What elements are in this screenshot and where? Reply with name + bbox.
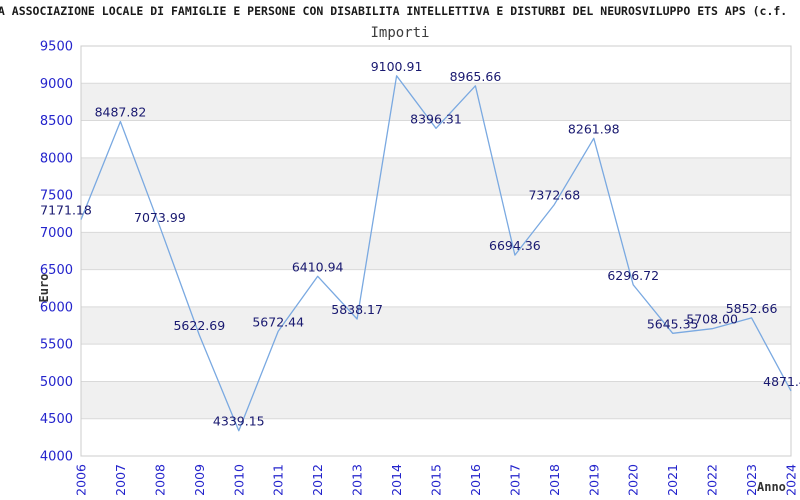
plot-band — [81, 232, 791, 270]
x-tick-2017: 2017 — [507, 464, 522, 496]
data-label-2012: 6410.94 — [292, 259, 344, 274]
chart-title: MA ASSOCIAZIONE LOCALE DI FAMIGLIE E PER… — [0, 4, 788, 18]
data-label-2013: 5838.17 — [331, 302, 383, 317]
x-tick-2024: 2024 — [784, 464, 799, 496]
data-label-2019: 8261.98 — [568, 121, 620, 136]
x-tick-2009: 2009 — [192, 464, 207, 496]
y-axis-ticks: 4000 4500 5000 5500 6000 6500 7000 7500 8000 8500… — [40, 40, 73, 465]
x-tick-2018: 2018 — [547, 464, 562, 496]
data-label-2010: 4339.15 — [213, 414, 265, 429]
data-label-2009: 5622.69 — [173, 318, 225, 333]
data-label-2017: 6694.36 — [489, 238, 541, 253]
y-tick-5500: 5500 — [40, 338, 73, 353]
x-tick-2016: 2016 — [468, 464, 483, 496]
data-labels: 7171.18 8487.82 7073.99 5622.69 4339.15 5672.… — [40, 59, 800, 429]
x-tick-2006: 2006 — [74, 464, 89, 496]
plot-band — [81, 381, 791, 419]
data-label-2014: 9100.91 — [371, 59, 423, 74]
y-tick-7500: 7500 — [40, 189, 73, 204]
y-tick-5000: 5000 — [40, 375, 73, 390]
y-tick-6000: 6000 — [40, 300, 73, 315]
data-label-2021: 5645.35 — [647, 316, 699, 331]
y-axis-title: Euro — [37, 274, 51, 303]
data-label-2006: 7171.18 — [40, 203, 92, 218]
chart-subtitle: Importi — [370, 25, 430, 41]
x-tick-2007: 2007 — [113, 464, 128, 496]
x-tick-2011: 2011 — [271, 464, 286, 496]
x-tick-2012: 2012 — [310, 464, 325, 496]
y-tick-9500: 9500 — [40, 40, 73, 55]
x-tick-2014: 2014 — [389, 464, 404, 496]
x-axis-ticks: 2006 2007 2008 2009 2010 2011 2012 2013 2014 2015… — [74, 464, 799, 496]
y-tick-4000: 4000 — [40, 450, 73, 465]
x-tick-2013: 2013 — [350, 464, 365, 496]
y-tick-8500: 8500 — [40, 114, 73, 129]
data-label-2007: 8487.82 — [95, 104, 147, 119]
data-label-2023: 5852.66 — [726, 301, 778, 316]
y-tick-4500: 4500 — [40, 412, 73, 427]
data-label-2020: 6296.72 — [607, 268, 659, 283]
x-tick-2021: 2021 — [665, 464, 680, 496]
data-label-2011: 5672.44 — [252, 314, 304, 329]
line-series — [80, 75, 792, 432]
data-label-2024: 4871.4 — [763, 374, 800, 389]
data-label-2016: 8965.66 — [450, 69, 502, 84]
y-tick-6500: 6500 — [40, 263, 73, 278]
plot-border — [80, 45, 792, 457]
x-tick-2010: 2010 — [231, 464, 246, 496]
data-label-2022: 5708.00 — [686, 312, 738, 327]
plot-band — [81, 306, 791, 345]
data-label-2015: 8396.31 — [410, 111, 462, 126]
x-tick-2019: 2019 — [586, 464, 601, 496]
plot-band — [81, 157, 791, 196]
x-tick-2022: 2022 — [705, 464, 720, 496]
x-tick-2008: 2008 — [152, 464, 167, 496]
data-label-2008: 7073.99 — [134, 210, 186, 225]
plot-bands — [81, 83, 791, 419]
y-tick-9000: 9000 — [40, 77, 73, 92]
x-tick-2020: 2020 — [626, 464, 641, 496]
plot-band — [81, 83, 791, 121]
y-tick-7000: 7000 — [40, 226, 73, 241]
series-importi — [80, 75, 792, 432]
x-tick-2015: 2015 — [429, 464, 444, 496]
x-axis-title: Anno — [757, 480, 786, 494]
data-label-2018: 7372.68 — [528, 188, 580, 203]
y-tick-8000: 8000 — [40, 151, 73, 166]
x-tick-2023: 2023 — [744, 464, 759, 496]
